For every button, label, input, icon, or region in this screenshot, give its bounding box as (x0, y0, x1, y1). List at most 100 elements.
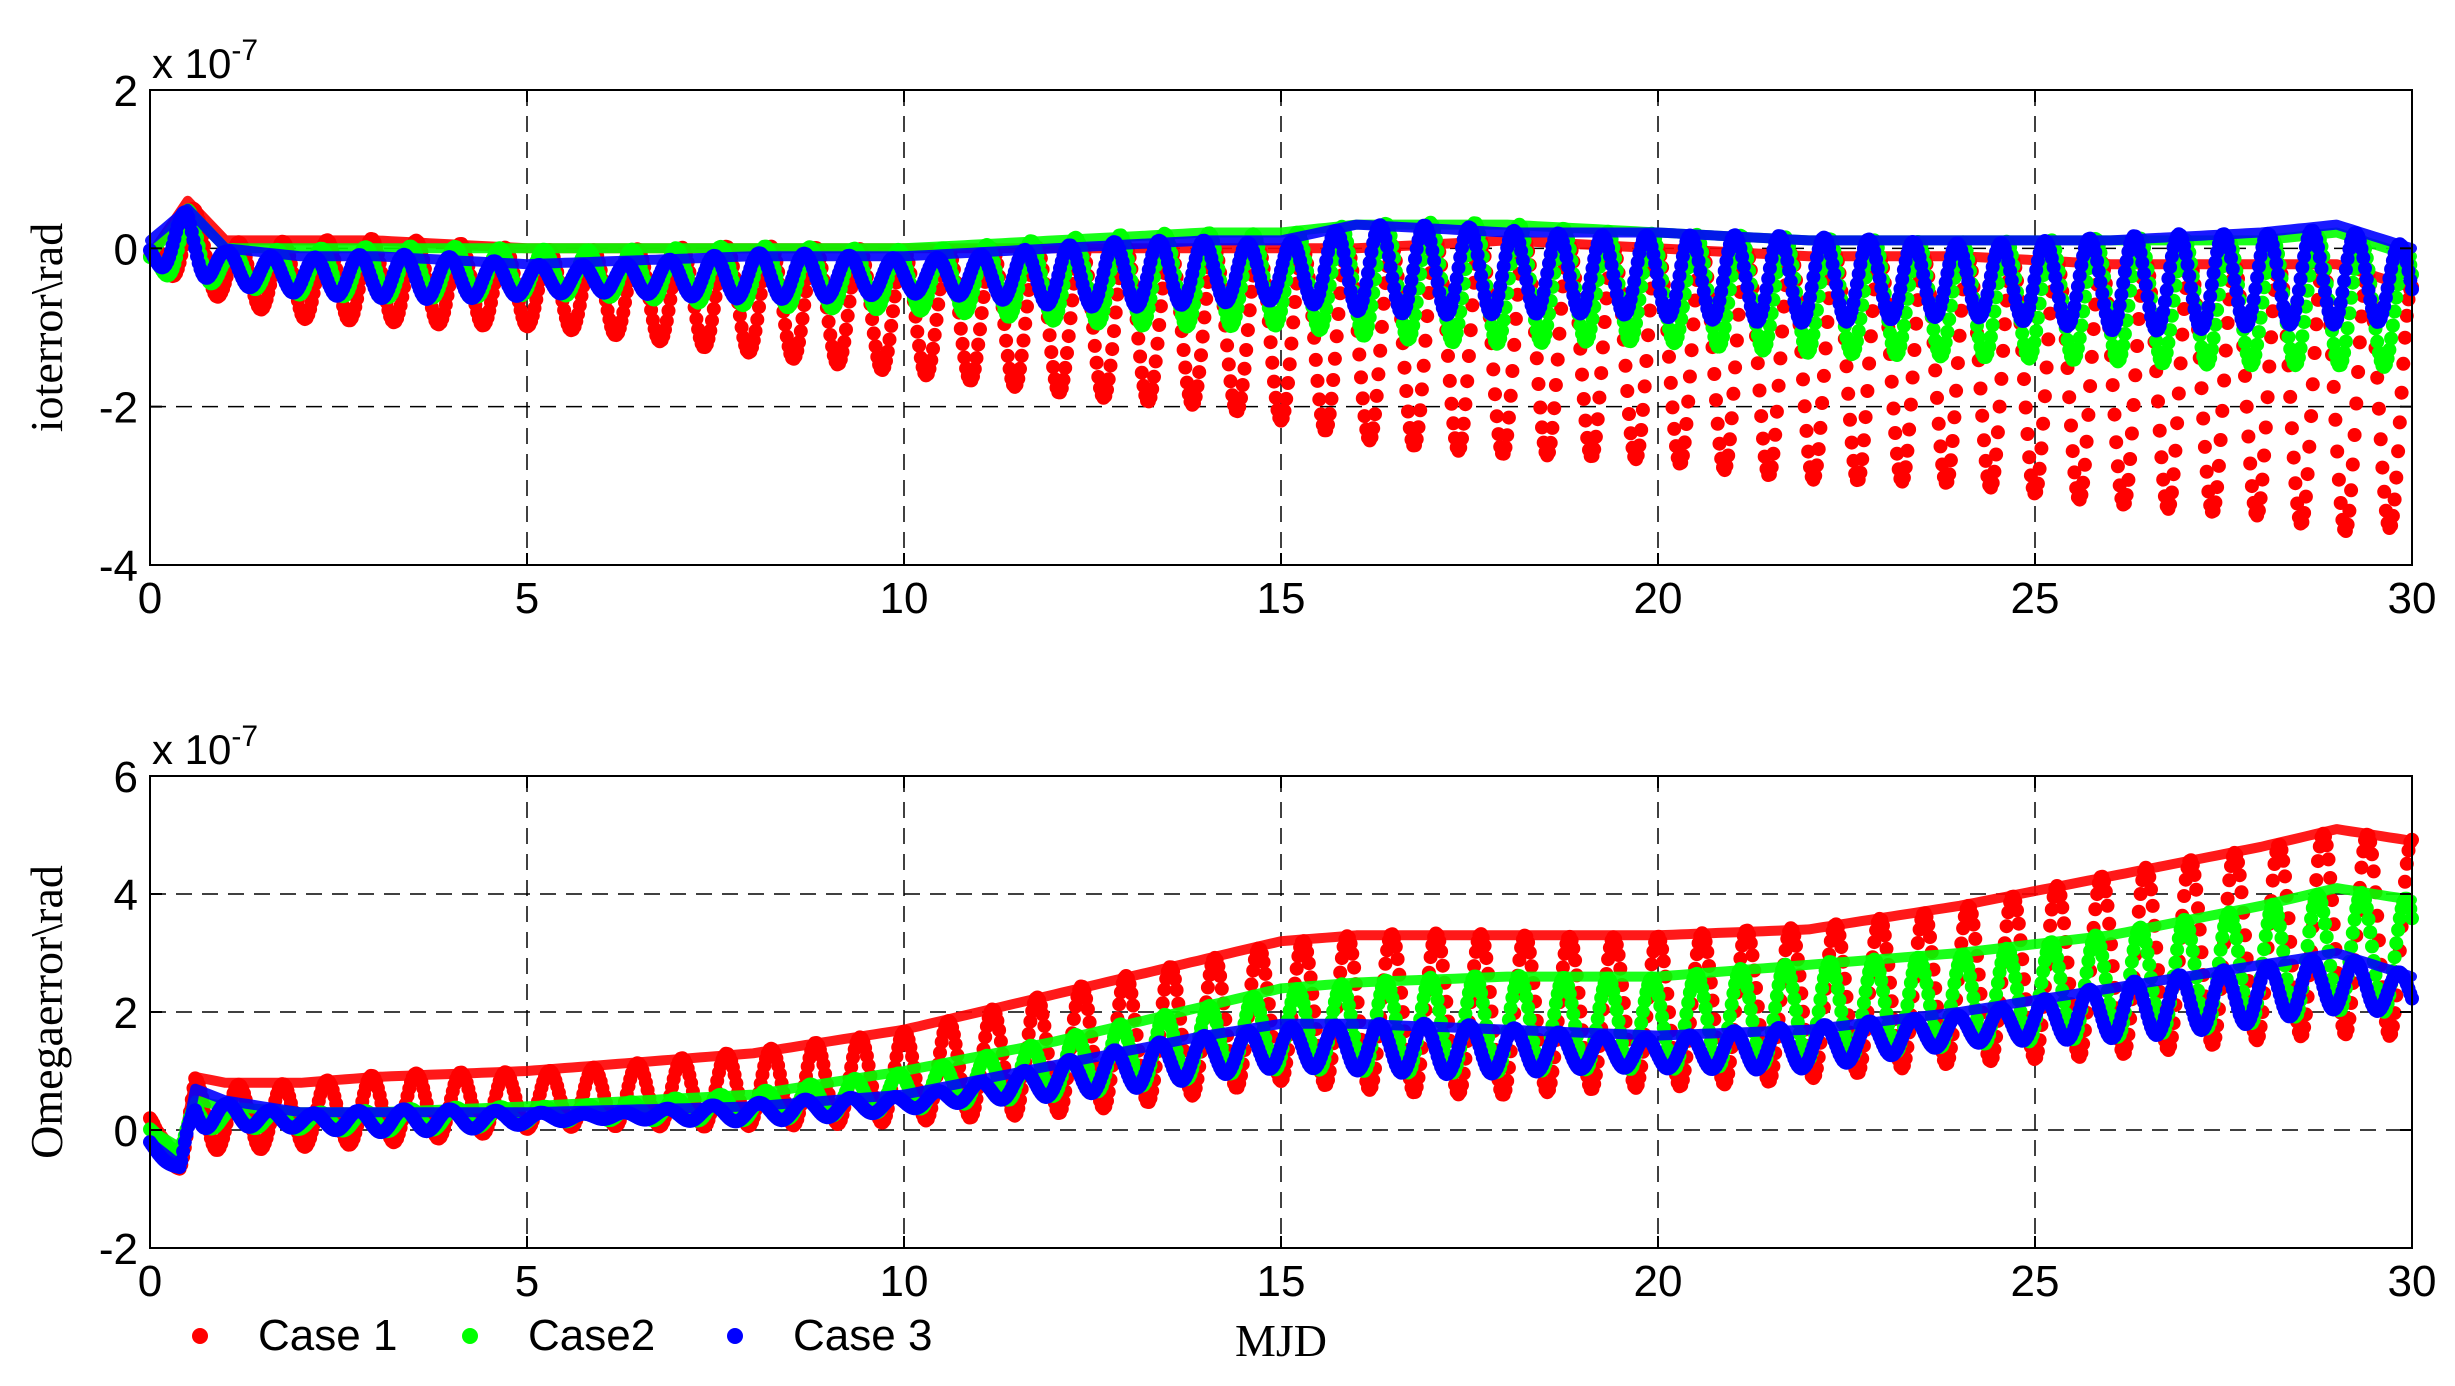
data-point (2251, 325, 2266, 340)
data-point (2300, 467, 2315, 482)
data-point (1100, 382, 1114, 397)
data-point (1322, 407, 1337, 421)
data-point (2286, 450, 2301, 465)
data-point (1710, 416, 1725, 431)
data-point (1595, 340, 1610, 355)
data-point (1044, 345, 1059, 360)
data-point (2020, 427, 2035, 441)
data-point (1220, 338, 1235, 353)
data-point (1326, 373, 1341, 387)
data-point (792, 335, 806, 350)
data-point (1282, 357, 1297, 372)
data-point (1700, 945, 1715, 959)
data-point (1635, 402, 1650, 417)
data-point (2171, 386, 2186, 401)
data-point (1016, 333, 1031, 348)
data-point (1985, 318, 2000, 332)
data-point (2072, 331, 2087, 346)
data-point (866, 326, 881, 341)
data-point (1522, 945, 1537, 960)
data-point (1451, 316, 1466, 331)
data-point (1435, 958, 1450, 973)
data-point (1409, 432, 1424, 447)
data-point (1843, 412, 1857, 427)
data-point (910, 324, 925, 339)
data-point (2110, 459, 2125, 474)
data-point (2304, 409, 2319, 424)
data-point (1368, 407, 1382, 422)
data-point (2161, 335, 2176, 350)
data-point (1721, 448, 1736, 463)
data-point (1877, 928, 1892, 943)
data-point (2043, 306, 2058, 321)
data-point (1321, 417, 1335, 432)
data-point (973, 322, 987, 337)
data-point (1488, 387, 1502, 402)
data-point (1197, 310, 1212, 325)
data-point (2391, 444, 2406, 459)
data-point (795, 311, 810, 326)
data-point (1240, 323, 1255, 338)
data-point (2377, 484, 2392, 499)
data-point (2109, 435, 2124, 450)
data-point (2034, 441, 2049, 456)
data-point (1931, 416, 1946, 431)
data-point (1533, 400, 1548, 415)
data-point (2258, 420, 2273, 435)
data-point (2166, 467, 2181, 482)
data-point (1811, 442, 1826, 457)
data-point (1930, 390, 1944, 405)
data-point (1042, 328, 1057, 343)
data-point (2128, 368, 2143, 383)
data-point (1441, 348, 1455, 363)
data-point (1312, 392, 1327, 407)
data-point (2399, 308, 2414, 323)
data-point (931, 297, 946, 312)
data-point (1816, 368, 1831, 383)
data-point (1286, 315, 1301, 330)
data-point (2156, 472, 2171, 487)
data-point (1397, 360, 1412, 375)
data-point (1756, 431, 1770, 446)
data-point (2062, 390, 2077, 405)
data-point (1178, 360, 1193, 375)
data-point (886, 304, 900, 319)
data-point (1107, 324, 1121, 339)
data-point (1103, 358, 1118, 373)
data-point (1101, 372, 1116, 387)
data-point (748, 324, 763, 338)
data-point (1235, 378, 1250, 392)
data-point (1665, 400, 1680, 415)
data-point (1063, 311, 1078, 326)
data-point (1590, 412, 1605, 427)
data-point (1529, 351, 1544, 366)
data-point (1357, 409, 1372, 424)
data-point (1507, 337, 1522, 352)
data-point (1987, 464, 2002, 479)
data-point (1898, 460, 1913, 475)
data-point (1681, 394, 1696, 409)
data-point (1080, 1002, 1095, 1017)
data-point (2041, 332, 2056, 347)
data-point (1465, 298, 1480, 313)
data-point (1809, 458, 1824, 473)
data-point (1776, 299, 1791, 314)
data-point (1841, 386, 1856, 401)
data-point (797, 298, 812, 313)
data-point (1000, 348, 1015, 363)
data-point (2029, 324, 2044, 339)
data-point (2371, 401, 2386, 416)
data-point (1709, 393, 1723, 408)
data-point (708, 289, 723, 304)
x-tick-label: 15 (1257, 574, 1306, 623)
data-point (2064, 418, 2078, 433)
data-point (2398, 330, 2412, 345)
data-point (842, 294, 857, 309)
data-point (2349, 396, 2364, 411)
data-point (1131, 331, 1146, 346)
data-point (1324, 391, 1339, 406)
data-point (1411, 420, 1426, 435)
data-point (1310, 373, 1325, 388)
data-point (1486, 362, 1501, 377)
